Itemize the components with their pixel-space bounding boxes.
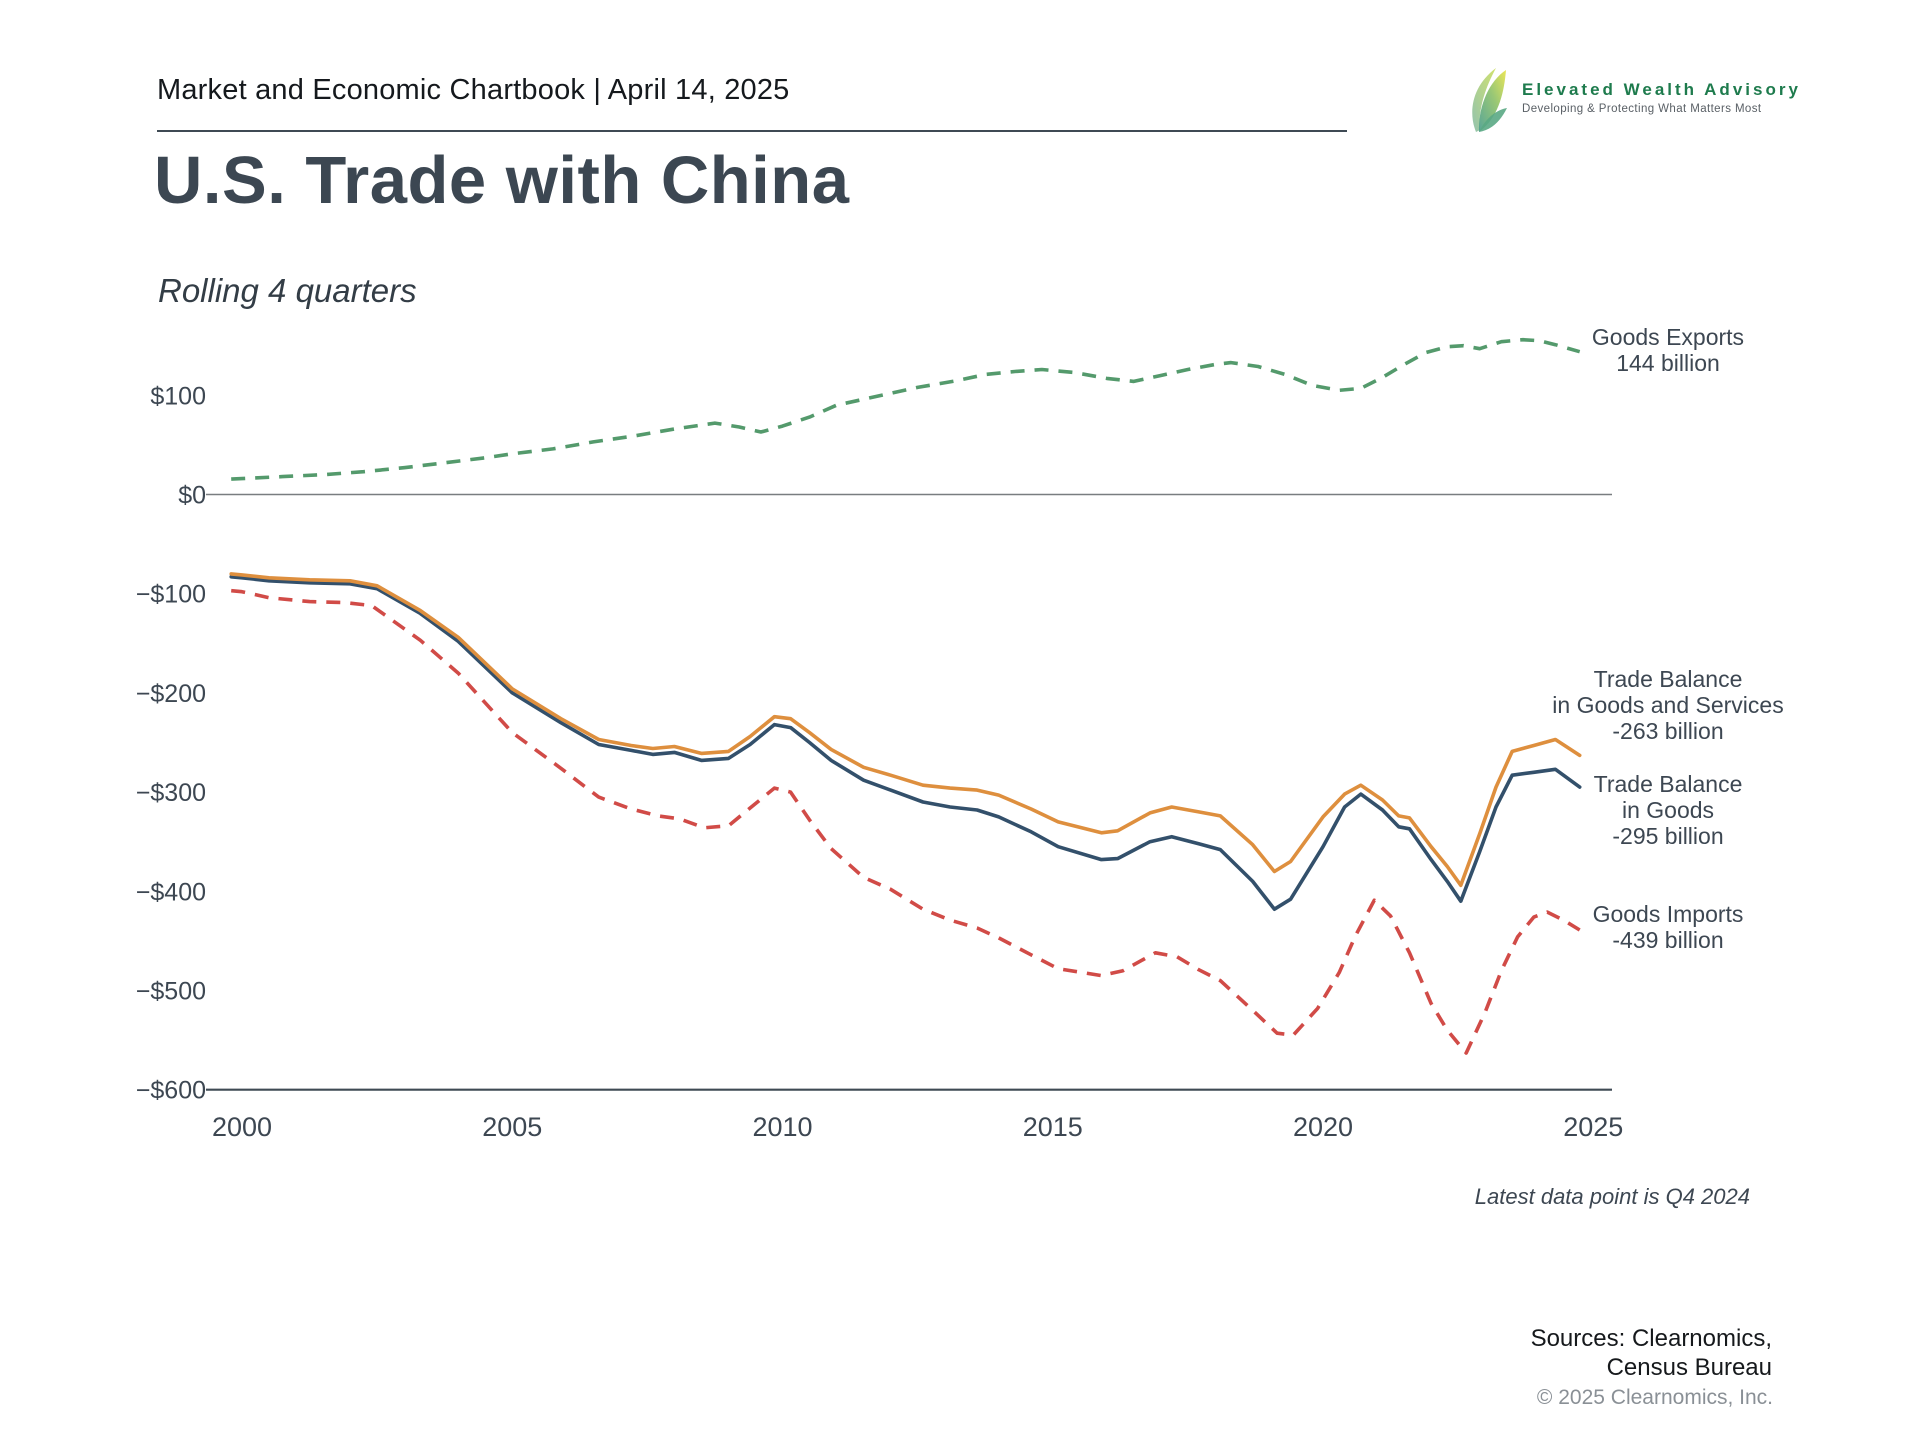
latest-data-footnote: Latest data point is Q4 2024 <box>1474 1184 1750 1209</box>
legend-series-value: -439 billion <box>1612 927 1724 953</box>
legend-series-name: in Goods and Services <box>1552 692 1784 718</box>
legend-trade-balance-goods: Trade Balance in Goods -295 billion <box>1536 771 1800 849</box>
y-tick-label: −$200 <box>136 680 206 708</box>
legend-series-value: -295 billion <box>1612 823 1724 849</box>
trade-balance-goods-services-line <box>229 572 1582 888</box>
logo: Elevated Wealth Advisory Developing & Pr… <box>1466 66 1801 134</box>
x-tick-label: 2025 <box>1563 1112 1623 1142</box>
y-tick-label: −$500 <box>136 978 206 1006</box>
y-tick-label: −$100 <box>136 581 206 609</box>
legend-series-name: in Goods <box>1621 797 1715 823</box>
sources-note: Sources: Clearnomics, Census Bureau <box>1531 1324 1772 1382</box>
sources-line-2: Census Bureau <box>1606 1354 1772 1381</box>
logo-name: Elevated Wealth Advisory <box>1522 80 1801 99</box>
y-tick-label: −$400 <box>136 878 206 906</box>
legend-series-name: Goods Exports <box>1591 324 1745 350</box>
goods-exports-line <box>231 337 1581 481</box>
legend-series-name: Trade Balance <box>1593 771 1743 797</box>
copyright-note: © 2025 Clearnomics, Inc. <box>1536 1386 1773 1409</box>
legend-series-value: 144 billion <box>1616 350 1720 376</box>
goods-imports-line <box>231 588 1581 1055</box>
legend-series-value: -263 billion <box>1612 718 1724 744</box>
sources-line-1: Sources: Clearnomics, <box>1530 1325 1772 1352</box>
y-tick-label: $100 <box>150 382 206 410</box>
trade-balance-goods-line <box>229 575 1582 911</box>
y-tick-label: −$600 <box>136 1077 206 1105</box>
page-subtitle: Rolling 4 quarters <box>158 272 417 309</box>
page-title: U.S. Trade with China <box>154 143 850 218</box>
legend-series-name: Goods Imports <box>1592 901 1744 927</box>
x-tick-label: 2015 <box>1023 1112 1083 1142</box>
chartbook-header-title: Market and Economic Chartbook | April 14… <box>157 74 790 106</box>
logo-tagline: Developing & Protecting What Matters Mos… <box>1522 103 1762 115</box>
x-tick-label: 2020 <box>1293 1112 1353 1142</box>
x-tick-label: 2000 <box>212 1112 272 1142</box>
legend-goods-imports: Goods Imports -439 billion <box>1536 901 1800 953</box>
x-tick-label: 2005 <box>482 1112 542 1142</box>
y-tick-label: −$300 <box>136 779 206 807</box>
logo-text: Elevated Wealth Advisory Developing & Pr… <box>1522 66 1801 115</box>
x-tick-label: 2010 <box>752 1112 812 1142</box>
leaf-swoosh-icon <box>1472 68 1507 132</box>
legend-goods-exports: Goods Exports 144 billion <box>1536 324 1800 376</box>
legend-series-name: Trade Balance <box>1593 666 1743 692</box>
header-rule <box>157 130 1347 132</box>
y-tick-label: $0 <box>178 482 206 510</box>
legend-trade-balance-goods-services: Trade Balance in Goods and Services -263… <box>1536 666 1800 744</box>
